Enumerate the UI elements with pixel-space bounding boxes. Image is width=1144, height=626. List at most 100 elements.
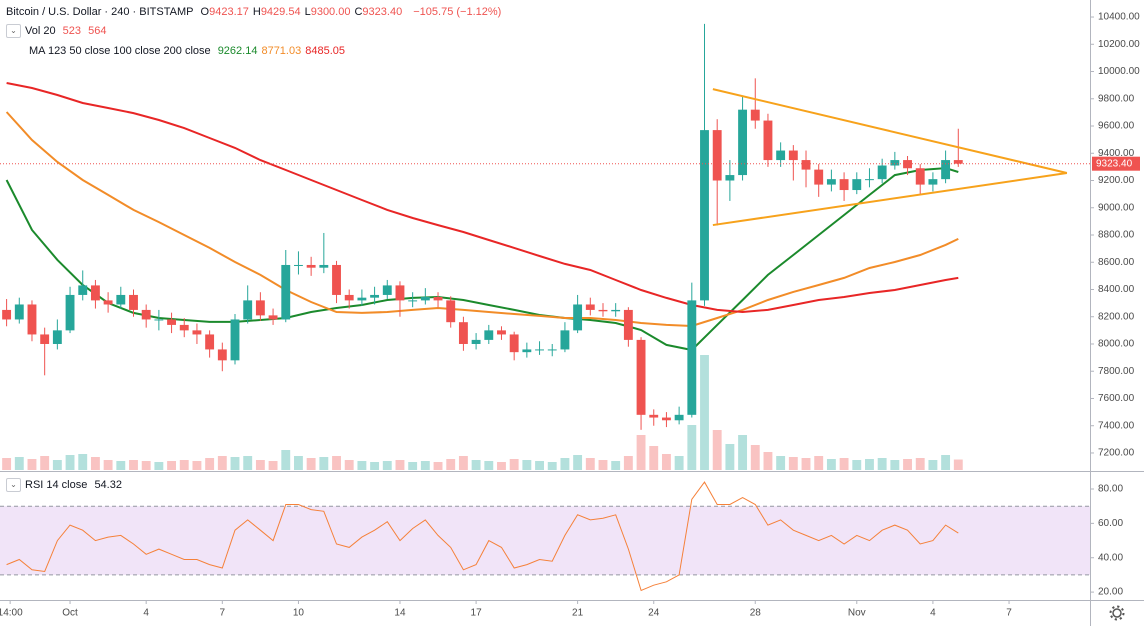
symbol-title[interactable]: Bitcoin / U.S. Dollar · 240 · BITSTAMP <box>6 6 194 18</box>
candle-body <box>839 179 849 191</box>
volume-bar <box>877 458 887 470</box>
ma-legend: MA 123 50 close 100 close 200 close 9262… <box>29 44 353 58</box>
volume-bar <box>129 460 138 470</box>
y-tick-label: 8600.00 <box>1098 257 1135 268</box>
volume-bar <box>78 454 88 470</box>
candle-body <box>788 150 798 161</box>
volume-bar <box>814 456 824 470</box>
candle-body <box>230 319 240 361</box>
y-tick-label: 7400.00 <box>1098 420 1135 431</box>
y-tick-label: 9800.00 <box>1098 93 1135 104</box>
candle-body <box>547 349 557 351</box>
volume-bar <box>573 455 583 470</box>
y-tick-label: 8000.00 <box>1098 339 1135 350</box>
ohlc-value: 9423.17 <box>209 6 249 18</box>
rsi-pane <box>0 481 1090 592</box>
volume-bar <box>90 457 100 470</box>
volume-bar <box>585 458 595 470</box>
candle-body <box>27 304 37 335</box>
volume-bar <box>357 461 367 470</box>
candle-body <box>14 304 24 320</box>
volume-bar <box>915 458 925 470</box>
volume-bar <box>852 460 862 470</box>
y-tick-label: 10400.00 <box>1098 12 1140 23</box>
x-tick-label: 21 <box>572 608 584 619</box>
candle-body <box>738 109 748 176</box>
volume-bar <box>458 456 468 470</box>
ohlc-letter: C <box>354 6 363 18</box>
candle-body <box>852 179 862 191</box>
volume-bar <box>941 455 951 470</box>
candle-body <box>370 294 380 298</box>
symbol-legend: Bitcoin / U.S. Dollar · 240 · BITSTAMP O… <box>6 5 505 19</box>
volume-bar <box>52 460 62 470</box>
volume-bar <box>928 460 938 470</box>
volume-bar <box>725 444 735 470</box>
candle-body <box>205 334 215 350</box>
volume-bar <box>763 452 773 470</box>
candle-body <box>40 334 50 344</box>
settings-button[interactable] <box>1109 605 1125 621</box>
candle-body <box>497 330 506 335</box>
volume-bar <box>750 445 760 470</box>
volume-bar <box>636 435 646 470</box>
volume-value: 523 <box>62 25 82 37</box>
candle-body <box>776 150 786 161</box>
candle-body <box>661 417 671 421</box>
x-tick-label: 17 <box>471 608 483 619</box>
volume-bar <box>674 456 684 470</box>
candle-body <box>763 120 773 161</box>
candle-body <box>306 264 316 268</box>
volume-bar <box>598 460 608 470</box>
volume-bar <box>167 461 176 470</box>
collapse-button[interactable]: ⌄ <box>6 24 21 39</box>
candle-body <box>814 169 824 185</box>
volume-bar <box>306 458 316 470</box>
ohlc-value: 9300.00 <box>310 6 351 18</box>
volume-bar <box>408 462 418 470</box>
candle-body <box>2 309 12 320</box>
candle-body <box>535 349 544 351</box>
volume-bar <box>103 460 113 470</box>
candle-body <box>598 309 608 312</box>
y-tick-label: 7600.00 <box>1098 393 1135 404</box>
candle-body <box>344 294 354 301</box>
candle-body <box>522 349 532 353</box>
volume-bar <box>839 458 849 470</box>
candle-body <box>179 324 189 331</box>
ohlc-letter: L <box>304 6 311 18</box>
x-tick-label: 24 <box>648 608 660 619</box>
candle-body <box>65 294 75 331</box>
candle-body <box>826 179 836 185</box>
candle-body <box>636 339 646 415</box>
volume-bar <box>687 425 697 470</box>
candle-body <box>332 264 341 295</box>
candle-body <box>573 304 583 331</box>
y-tick-label: 8800.00 <box>1098 230 1135 241</box>
volume-bar <box>141 461 151 470</box>
candle-body <box>154 319 164 321</box>
collapse-button[interactable]: ⌄ <box>6 478 21 493</box>
candle-body <box>90 285 100 301</box>
volume-bar <box>953 459 963 470</box>
candle-body <box>623 309 633 340</box>
candle-body <box>52 330 62 344</box>
y-tick-label: 8200.00 <box>1098 311 1135 322</box>
volume-bar <box>116 461 126 470</box>
volume-bar <box>433 462 443 470</box>
volume-bar <box>344 460 354 470</box>
rsi-label: RSI 14 close <box>25 479 88 491</box>
y-tick-label: 10200.00 <box>1098 39 1140 50</box>
volume-bar <box>217 456 227 470</box>
candle-body <box>877 165 887 180</box>
moving-average <box>6 82 959 314</box>
candle-body <box>915 168 925 185</box>
candle-body <box>420 296 430 301</box>
trend-line <box>712 172 1068 227</box>
x-tick-label: 7 <box>1006 608 1012 619</box>
candle-body <box>649 414 659 418</box>
main-pane <box>0 23 1090 470</box>
candle-body <box>611 309 621 312</box>
moving-average <box>5 111 959 328</box>
volume-bar <box>382 461 392 470</box>
